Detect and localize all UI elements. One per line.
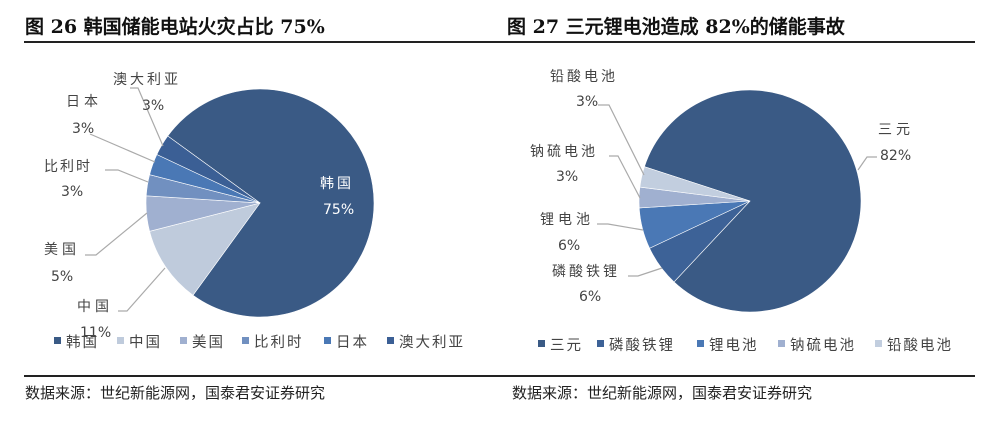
legend-label: 铅酸电池 <box>887 337 953 354</box>
leader-line <box>857 156 877 171</box>
legend-swatch <box>387 337 394 344</box>
pie-slice <box>156 135 261 204</box>
pie-slice <box>167 88 375 318</box>
legend-label: 钠硫电池 <box>790 337 856 354</box>
label-name: 中国 <box>77 299 113 315</box>
label-value: 11% <box>80 325 111 341</box>
pie-chart-2 <box>638 89 862 313</box>
legend-label: 日本 <box>336 334 369 351</box>
label-value: 6% <box>579 289 601 305</box>
legend-swatch <box>697 340 704 347</box>
label-name: 磷酸铁锂 <box>552 264 620 280</box>
label-name: 日本 <box>66 94 102 110</box>
label-value: 3% <box>576 94 598 110</box>
legend-label: 磷酸铁锂 <box>609 337 675 354</box>
leader-line <box>598 104 645 176</box>
bottom-rule <box>24 375 975 377</box>
legend-label: 三元 <box>550 338 583 354</box>
label-name: 三元 <box>878 122 914 138</box>
label-name: 铅酸电池 <box>550 69 618 85</box>
legend-swatch <box>778 340 785 347</box>
label-value: 6% <box>558 238 580 254</box>
label-name: 钠硫电池 <box>530 144 598 160</box>
legend-label: 锂电池 <box>709 337 759 354</box>
label-name: 韩国 <box>320 176 354 192</box>
legend-label: 比利时 <box>254 334 304 351</box>
chart1-source: 数据来源：世纪新能源网，国泰君安证券研究 <box>25 384 326 402</box>
legend-swatch <box>242 337 249 344</box>
label-value: 5% <box>51 269 73 285</box>
legend-1: 韩国 中国 美国 比利时 日本 澳大利亚 <box>54 334 465 351</box>
chart1-title: 图 26 韩国储能电站火灾占比 75% <box>25 16 325 38</box>
legend-label: 美国 <box>192 334 225 351</box>
chart2-title: 图 27 三元锂电池造成 82%的储能事故 <box>507 16 845 38</box>
legend-label: 韩国 <box>66 334 99 351</box>
leader-line <box>628 267 663 277</box>
leader-line <box>609 155 641 199</box>
label-value: 75% <box>323 202 354 218</box>
legend-swatch <box>538 340 545 347</box>
pie-slice <box>639 166 751 202</box>
leader-line <box>130 87 164 147</box>
leader-line <box>118 267 166 312</box>
label-value: 3% <box>61 184 83 200</box>
leader-line <box>597 223 644 231</box>
legend-swatch <box>117 337 124 344</box>
label-value: 82% <box>880 148 911 164</box>
label-value: 3% <box>72 121 94 137</box>
label-name: 比利时 <box>44 159 92 175</box>
leader-line <box>105 169 149 183</box>
label-name: 锂电池 <box>540 212 594 228</box>
label-name: 美国 <box>44 242 80 258</box>
label-value: 3% <box>142 98 164 114</box>
pie-chart-1 <box>145 88 375 318</box>
pie-slice <box>149 202 261 296</box>
legend-swatch <box>180 337 187 344</box>
chart2-source: 数据来源：世纪新能源网，国泰君安证券研究 <box>512 384 813 402</box>
leader-line <box>89 133 156 163</box>
legend-swatch <box>875 340 882 347</box>
label-value: 3% <box>556 169 578 185</box>
legend-label: 中国 <box>129 334 162 351</box>
legend-swatch <box>597 340 604 347</box>
legend-label: 澳大利亚 <box>399 334 465 351</box>
chart1-top-rule <box>24 41 500 43</box>
leader-lines <box>85 87 877 312</box>
pie-slice <box>644 89 862 313</box>
leader-line <box>85 212 148 256</box>
legend-2: 三元 磷酸铁锂 锂电池 钠硫电池 铅酸电池 <box>538 337 953 354</box>
legend-swatch <box>54 337 61 344</box>
label-name: 澳大利亚 <box>113 72 181 88</box>
chart2-top-rule <box>500 41 975 43</box>
legend-swatch <box>324 337 331 344</box>
